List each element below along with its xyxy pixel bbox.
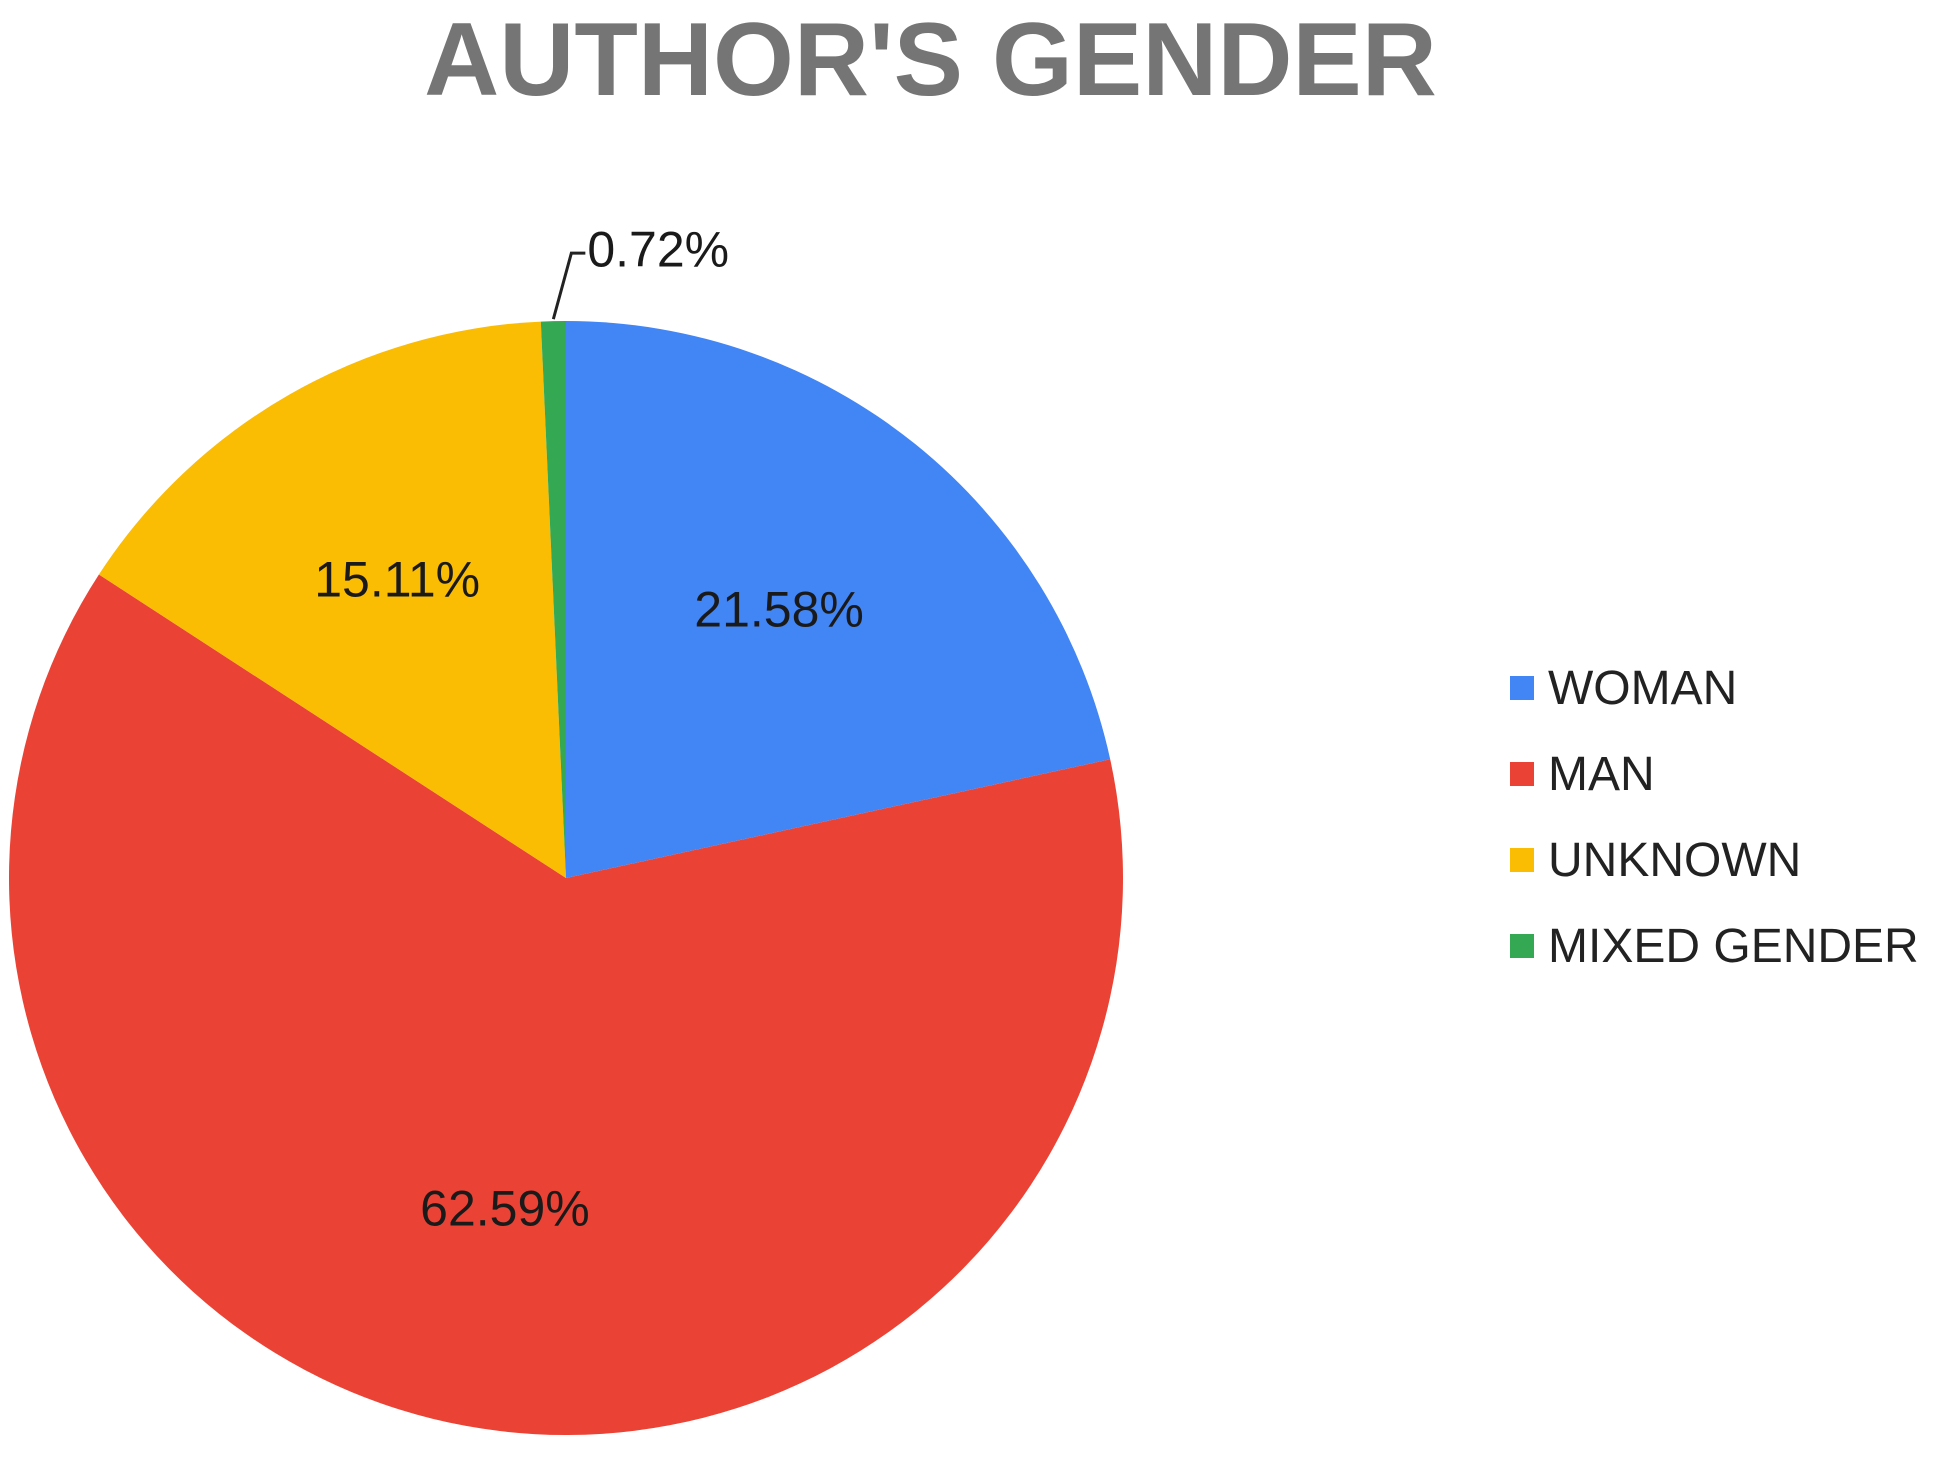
legend-label: MIXED GENDER bbox=[1548, 919, 1919, 973]
slice-label-unknown: 15.11% bbox=[314, 551, 480, 607]
slice-mixed-gender bbox=[540, 321, 566, 878]
legend-item-mixed-gender: MIXED GENDER bbox=[1510, 903, 1919, 989]
chart-title: AUTHOR'S GENDER bbox=[424, 2, 1437, 118]
legend: WOMAN MAN UNKNOWN MIXED GENDER bbox=[1510, 645, 1919, 989]
pie-labels: 21.58% 62.59% 15.11% 0.72% bbox=[314, 221, 864, 1236]
legend-label: MAN bbox=[1548, 747, 1655, 801]
legend-swatch bbox=[1510, 676, 1534, 700]
legend-label: WOMAN bbox=[1548, 661, 1738, 715]
pie-slices bbox=[9, 321, 1124, 1435]
legend-item-woman: WOMAN bbox=[1510, 645, 1919, 731]
slice-unknown bbox=[98, 321, 566, 878]
legend-label: UNKNOWN bbox=[1548, 833, 1802, 887]
legend-swatch bbox=[1510, 848, 1534, 872]
slice-label-woman: 21.58% bbox=[694, 582, 864, 638]
slice-woman bbox=[566, 321, 1111, 878]
legend-item-man: MAN bbox=[1510, 731, 1919, 817]
slice-man bbox=[9, 574, 1124, 1435]
legend-swatch bbox=[1510, 934, 1534, 958]
slice-label-mixed-gender: 0.72% bbox=[587, 221, 729, 277]
leader-line bbox=[551, 251, 586, 320]
slice-label-man: 62.59% bbox=[420, 1180, 590, 1236]
legend-swatch bbox=[1510, 762, 1534, 786]
legend-item-unknown: UNKNOWN bbox=[1510, 817, 1919, 903]
